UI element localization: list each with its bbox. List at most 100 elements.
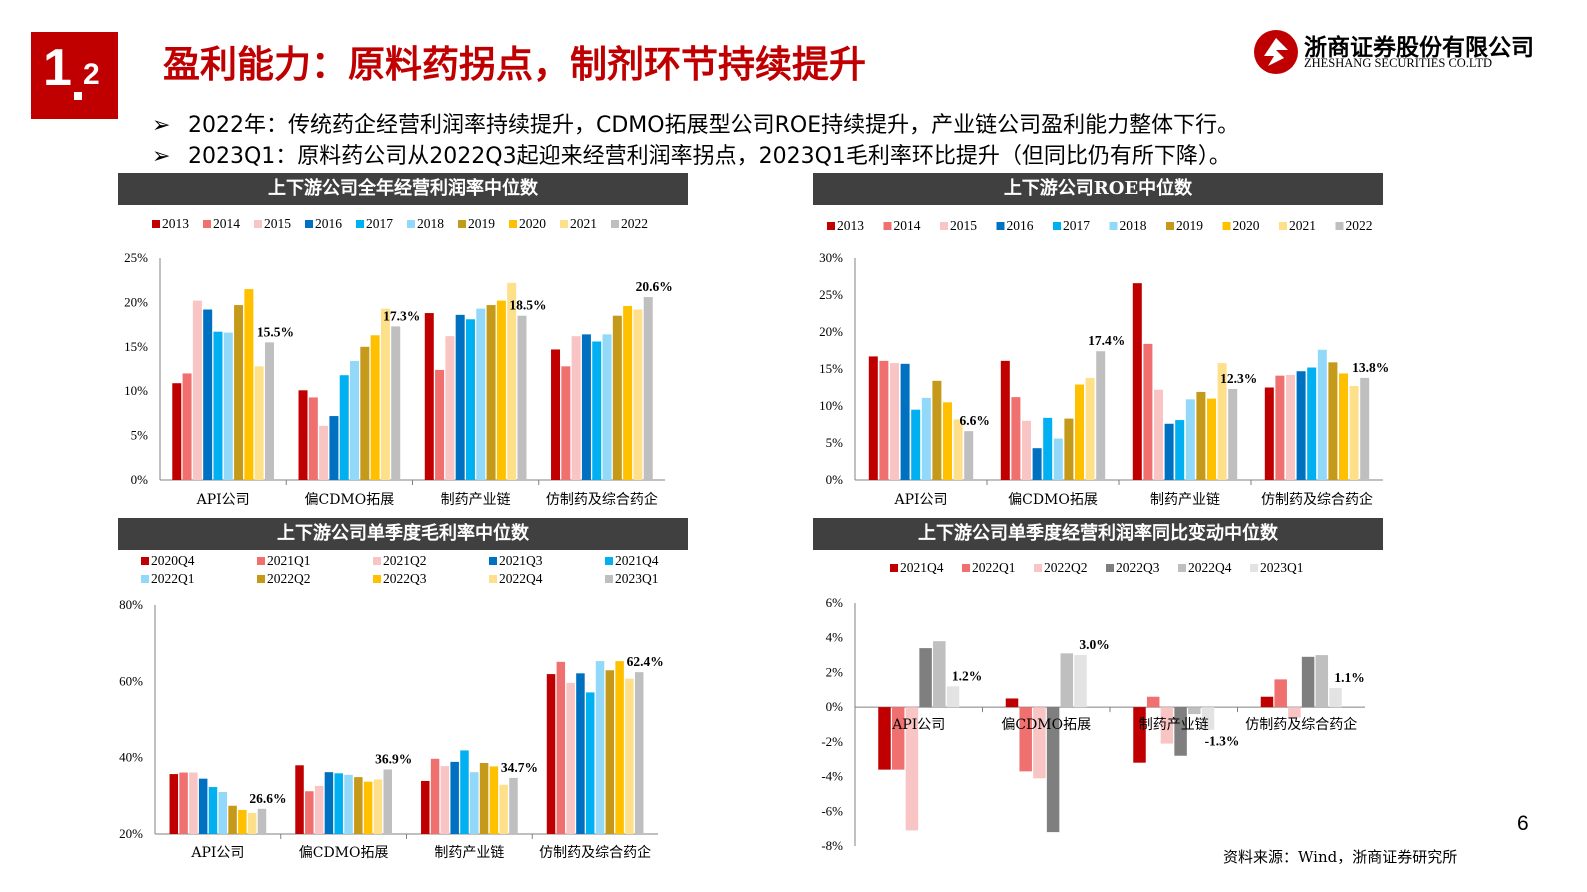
legend-swatch	[1166, 222, 1174, 230]
category-label: 偏CDMO拓展	[299, 845, 389, 861]
category-label: 偏CDMO拓展	[1008, 492, 1098, 508]
bar	[556, 661, 566, 834]
legend-swatch	[1222, 222, 1231, 230]
section-dot	[74, 92, 82, 100]
chart-op-margin: 2013 2014 2015 2016 2017 2018 2019 2020 2021 2022…	[110, 210, 700, 510]
legend-item: 2020	[509, 216, 546, 231]
bar	[344, 774, 353, 834]
legend-item: 2016	[996, 218, 1034, 233]
bar	[1005, 698, 1019, 708]
legend-item: 2017	[1053, 218, 1090, 233]
chart-op-margin-yoy: 2021Q4 2022Q1 2022Q2 2022Q3 2022Q4 2023Q1 -8% -…	[805, 553, 1395, 863]
legend-swatch	[489, 557, 497, 565]
page-title: 盈利能力：原料药拐点，制剂环节持续提升	[163, 43, 866, 86]
legend-label: 2013	[837, 218, 864, 233]
legend-item: 2022	[611, 216, 648, 231]
y-tick-label: 15%	[819, 361, 843, 376]
page-number: 6	[1517, 812, 1529, 835]
bar	[921, 397, 931, 480]
legend-label: 2021Q4	[900, 560, 944, 575]
bar	[435, 369, 445, 480]
bullet-2: ➢ 2023Q1：原料药公司从2022Q3起迎来经营利润率拐点，2023Q1毛利率…	[152, 138, 1231, 170]
bar	[891, 707, 905, 770]
legend-label: 2015	[264, 216, 291, 231]
bar	[339, 375, 349, 480]
bar	[496, 300, 506, 480]
bullet-1-text: 2022年：传统药企经营利润率持续提升，CDMO拓展型公司ROE持续提升，产业链…	[188, 113, 1240, 138]
legend-item: 2022Q4	[489, 571, 543, 586]
bar	[571, 336, 581, 480]
bar	[350, 361, 360, 480]
legend-item: 2023Q1	[605, 571, 659, 586]
bar	[314, 785, 324, 834]
bar	[615, 661, 624, 834]
bar	[878, 707, 891, 770]
bar	[1201, 707, 1215, 730]
bar	[585, 692, 595, 834]
chart-title-op-margin-yoy: 上下游公司单季度经营利润率同比变动中位数	[813, 518, 1383, 550]
legend-item: 2021	[1279, 218, 1316, 233]
legend-label: 2022Q4	[1188, 560, 1232, 575]
bar	[1160, 707, 1174, 744]
y-tick-label: 0%	[826, 472, 844, 487]
bar	[489, 766, 499, 834]
bar	[911, 409, 921, 480]
legend-swatch	[1250, 564, 1258, 572]
bar	[953, 419, 963, 480]
legend-swatch	[962, 564, 970, 572]
legend-swatch	[560, 220, 568, 228]
bar	[1274, 679, 1287, 708]
logo-mark-icon	[1254, 30, 1298, 74]
data-label: 3.0%	[1079, 637, 1109, 652]
y-tick-label: 0%	[826, 699, 844, 714]
legend-item: 2014	[203, 216, 240, 231]
bar	[623, 305, 633, 480]
bar	[254, 366, 264, 480]
category-label: API公司	[190, 845, 244, 861]
y-tick-label: -6%	[821, 803, 843, 818]
legend-item: 2022Q1	[141, 571, 195, 586]
bar	[179, 772, 188, 834]
y-tick-label: 5%	[131, 428, 149, 443]
bar	[228, 805, 237, 834]
bar	[295, 765, 304, 834]
data-label: 6.6%	[960, 413, 990, 428]
legend-item: 2013	[152, 216, 189, 231]
y-tick-label: 20%	[124, 294, 148, 309]
bar	[363, 781, 373, 834]
y-tick-label: 10%	[819, 398, 843, 413]
bar	[1096, 351, 1106, 480]
bar	[198, 778, 208, 834]
bullet-2-text: 2023Q1：原料药公司从2022Q3起迎来经营利润率拐点，2023Q1毛利率环…	[188, 144, 1231, 169]
bar	[933, 641, 946, 708]
bar	[234, 305, 244, 480]
data-label: 17.4%	[1088, 333, 1125, 348]
data-label: 34.7%	[501, 760, 538, 775]
bar	[1349, 386, 1359, 480]
legend-label: 2020Q4	[151, 553, 195, 568]
bar	[605, 670, 615, 834]
y-tick-label: 25%	[124, 250, 148, 265]
legend-swatch	[489, 575, 497, 583]
category-label: 仿制药及综合药企	[1245, 716, 1357, 733]
category-label: 制药产业链	[1150, 492, 1220, 508]
bar	[430, 758, 440, 834]
bar	[391, 326, 401, 480]
category-label: 制药产业链	[441, 492, 511, 508]
legend-item: 2022Q3	[1106, 560, 1160, 575]
legend-item: 2023Q1	[1250, 560, 1304, 575]
bar	[1060, 653, 1074, 708]
legend-label: 2017	[1063, 218, 1090, 233]
legend-swatch	[883, 222, 892, 230]
bar	[1339, 373, 1348, 480]
bar	[1022, 420, 1031, 480]
legend-swatch	[407, 220, 415, 228]
legend-label: 2021	[570, 216, 597, 231]
bar	[1175, 420, 1185, 480]
y-tick-label: 6%	[826, 595, 844, 610]
bullet-1: ➢ 2022年：传统药企经营利润率持续提升，CDMO拓展型公司ROE持续提升，产业…	[152, 107, 1239, 139]
section-major-number: 1	[43, 39, 72, 97]
bar	[1075, 384, 1084, 480]
bar	[1317, 349, 1327, 480]
bar	[868, 356, 878, 480]
